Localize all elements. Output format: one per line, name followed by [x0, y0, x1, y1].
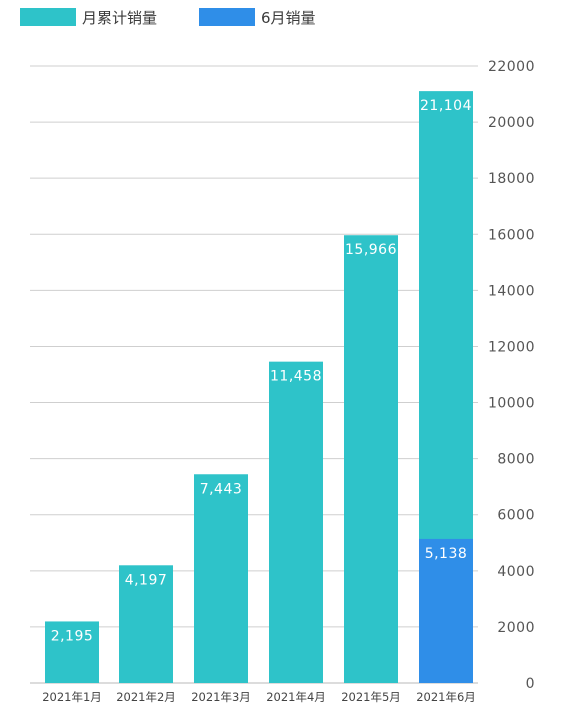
x-axis: 2021年1月 2021年2月 2021年3月 2021年4月 2021年5月 2021年…	[42, 690, 476, 704]
data-label-0-3: 11,458	[270, 369, 322, 385]
bar-0-0	[45, 621, 99, 683]
y-tick-label: 6000	[497, 508, 535, 524]
y-tick-label: 20000	[488, 115, 535, 131]
y-tick-label: 22000	[488, 59, 535, 75]
legend-label-1: 6月销量	[261, 9, 316, 27]
x-tick-label: 2021年1月	[42, 690, 102, 704]
x-tick-label: 2021年3月	[191, 690, 251, 704]
x-tick-label: 2021年2月	[116, 690, 176, 704]
data-label-0-1: 4,197	[125, 572, 168, 588]
data-label-0-4: 15,966	[345, 242, 397, 258]
data-label-1-5: 5,138	[425, 546, 468, 562]
bar-0-3	[269, 361, 323, 683]
y-tick-label: 18000	[488, 171, 535, 187]
bars	[45, 91, 473, 684]
x-tick-label: 2021年6月	[416, 690, 476, 704]
x-tick-label: 2021年5月	[341, 690, 401, 704]
legend: 月累计销量 6月销量	[20, 8, 316, 27]
data-label-0-5: 21,104	[420, 98, 472, 114]
y-axis: 0 2000 4000 6000 8000 10000 12000 14000 16000 180…	[488, 59, 535, 692]
bar-0-2	[194, 474, 248, 683]
legend-swatch-1	[199, 8, 255, 26]
legend-label-0: 月累计销量	[82, 9, 157, 27]
y-tick-label: 0	[526, 676, 535, 692]
y-tick-label: 16000	[488, 227, 535, 243]
y-tick-label: 12000	[488, 339, 535, 355]
bar-0-4	[344, 235, 398, 684]
bar-0-1	[119, 565, 173, 683]
y-tick-label: 4000	[497, 564, 535, 580]
gridlines	[30, 65, 478, 684]
data-labels: 2,195 4,197 7,443 11,458 15,966 21,104 5,138	[51, 98, 472, 644]
data-label-0-0: 2,195	[51, 628, 94, 644]
y-tick-label: 10000	[488, 396, 535, 412]
legend-swatch-0	[20, 8, 76, 26]
x-tick-label: 2021年4月	[266, 690, 326, 704]
data-label-0-2: 7,443	[200, 481, 243, 497]
y-tick-label: 8000	[497, 452, 535, 468]
y-tick-label: 2000	[497, 620, 535, 636]
y-tick-label: 14000	[488, 283, 535, 299]
bar-1-5	[419, 538, 473, 683]
